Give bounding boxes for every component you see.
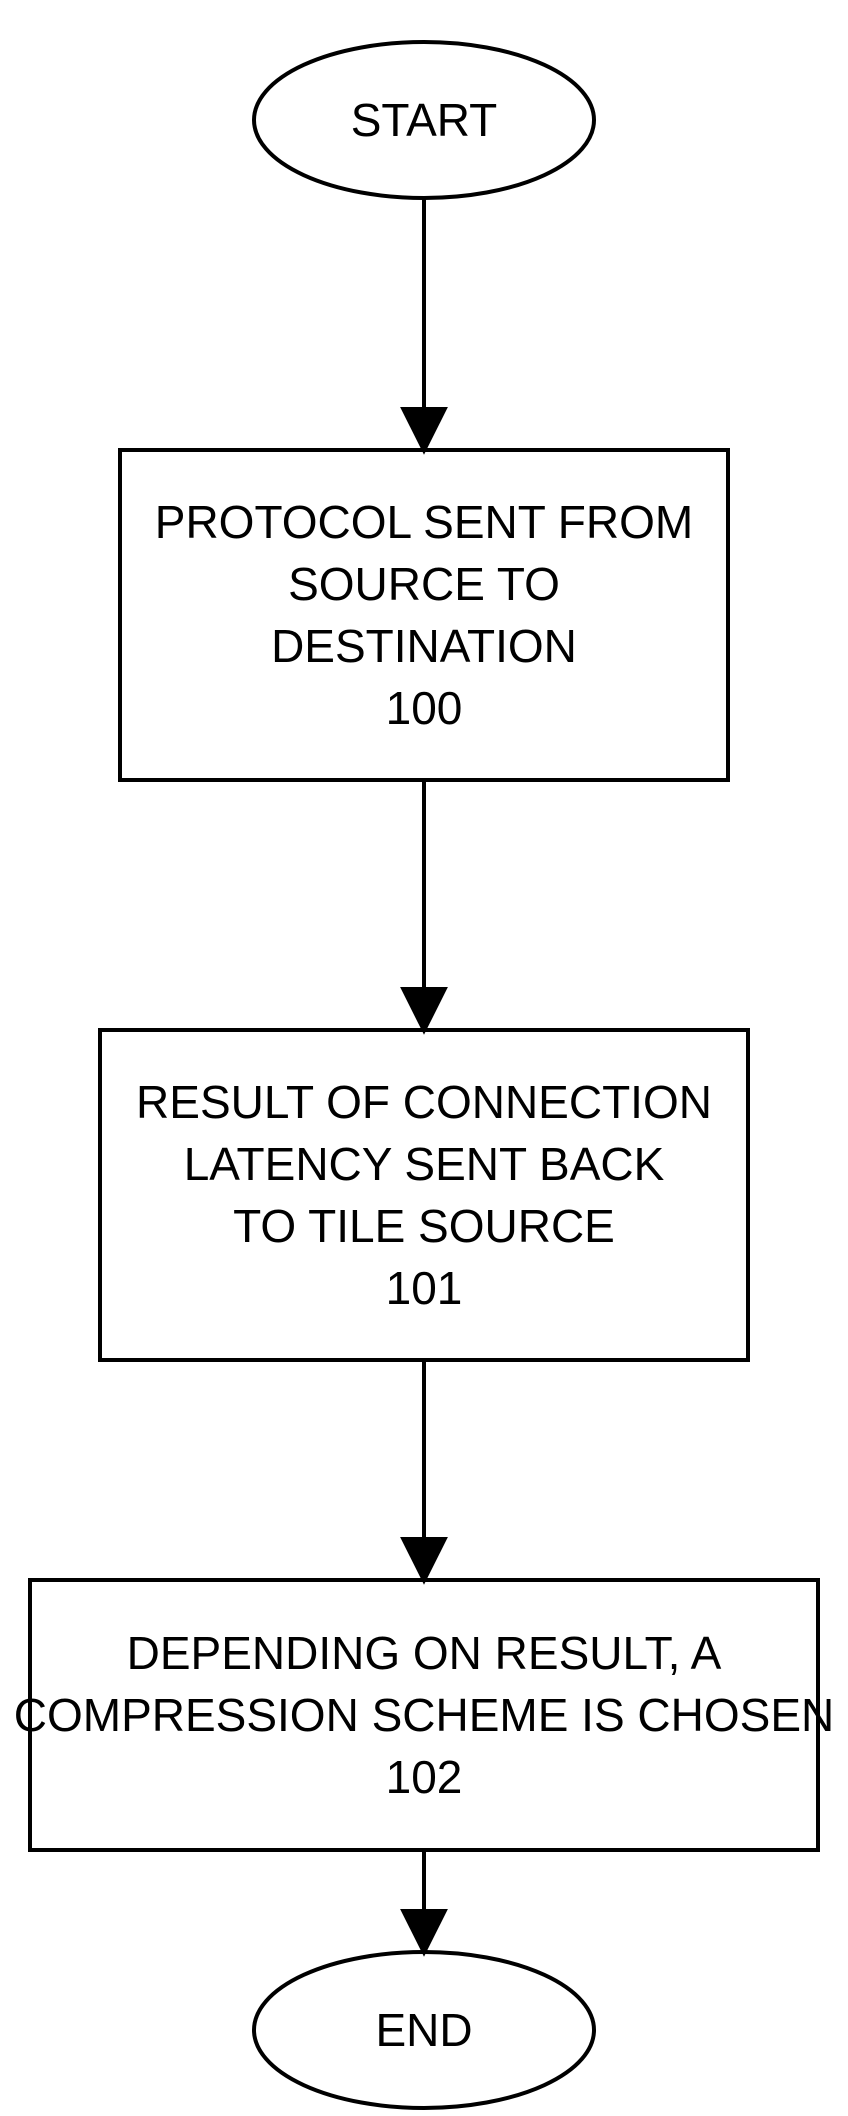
node-label-line: RESULT OF CONNECTION xyxy=(136,1076,712,1128)
process-step-n102: DEPENDING ON RESULT, A COMPRESSION SCHEME… xyxy=(14,1580,834,1850)
node-label-line: DESTINATION xyxy=(271,620,577,672)
node-label: END xyxy=(375,2004,472,2056)
node-label-line: LATENCY SENT BACK xyxy=(184,1138,665,1190)
node-label-line: COMPRESSION SCHEME IS CHOSEN xyxy=(14,1689,834,1741)
node-label-line: SOURCE TO xyxy=(288,558,560,610)
start-terminator: START xyxy=(254,42,594,198)
node-label-line: TO TILE SOURCE xyxy=(233,1200,615,1252)
node-label-line: DEPENDING ON RESULT, A xyxy=(127,1627,722,1679)
process-step-n101: RESULT OF CONNECTION LATENCY SENT BACK TO … xyxy=(100,1030,748,1360)
node-label-line: PROTOCOL SENT FROM xyxy=(155,496,693,548)
node-label-line: 101 xyxy=(386,1262,463,1314)
flowchart-canvas: START PROTOCOL SENT FROM SOURCE TO DESTINAT… xyxy=(0,0,848,2116)
node-label: START xyxy=(351,94,498,146)
end-terminator: END xyxy=(254,1952,594,2108)
process-step-n100: PROTOCOL SENT FROM SOURCE TO DESTINATION 10… xyxy=(120,450,728,780)
node-label-line: 102 xyxy=(386,1751,463,1803)
node-label-line: 100 xyxy=(386,682,463,734)
